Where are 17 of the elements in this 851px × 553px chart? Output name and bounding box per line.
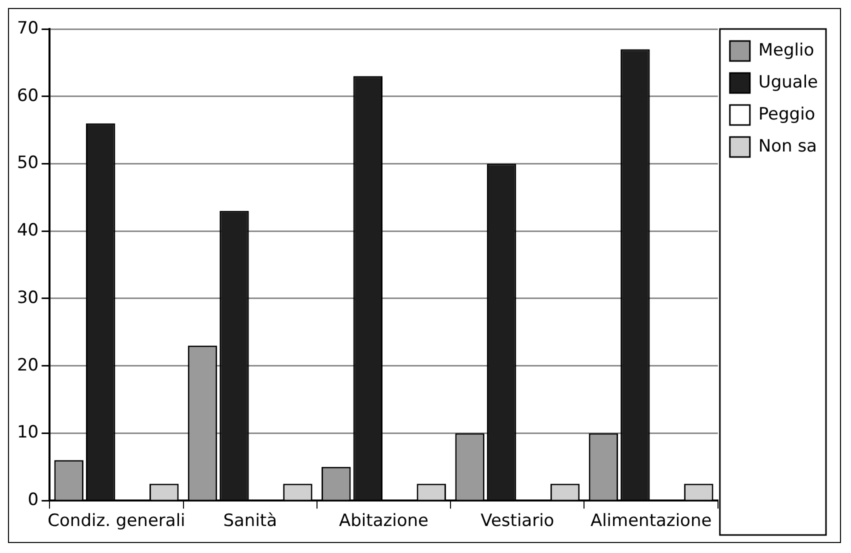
legend-label: Meglio	[758, 40, 814, 60]
x-tick-label: Vestiario	[480, 511, 554, 532]
x-tick-label: Abitazione	[339, 511, 429, 532]
y-tick-label: 60	[16, 86, 39, 106]
legend-label: Uguale	[758, 72, 818, 92]
x-tick-label: Condiz. generali	[48, 511, 186, 532]
y-tick-label: 10	[16, 422, 39, 443]
y-tick-label: 70	[16, 18, 39, 38]
x-tick-label: Sanità	[223, 511, 278, 532]
y-tick-label: 50	[16, 153, 39, 174]
y-tick-label: 0	[28, 490, 39, 510]
legend-label: Non sa	[758, 136, 817, 156]
y-tick-label: 30	[16, 288, 39, 308]
y-tick-label: 20	[16, 355, 39, 376]
y-tick-label: 40	[16, 220, 39, 241]
x-tick-label: Alimentazione	[590, 511, 712, 532]
legend-label: Peggio	[758, 104, 816, 124]
